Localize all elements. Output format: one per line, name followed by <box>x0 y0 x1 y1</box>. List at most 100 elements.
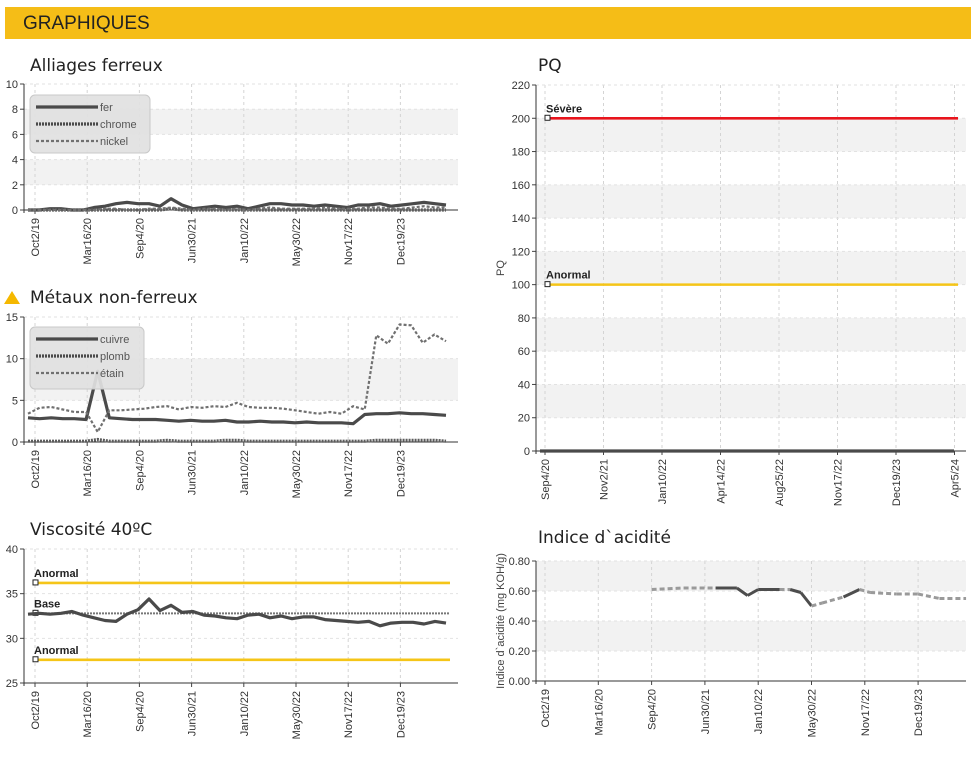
y-tick-label: 0 <box>12 205 18 217</box>
x-tick-label: Sep4/20 <box>134 450 146 491</box>
reference-label: Base <box>34 598 60 610</box>
series-segment <box>746 588 759 597</box>
grid-band <box>536 184 966 219</box>
x-tick-label: Oct2/19 <box>30 691 42 730</box>
y-tick-label: 200 <box>512 113 530 125</box>
legend-label: chrome <box>100 119 137 131</box>
legend-label: fer <box>100 102 113 114</box>
series-line <box>28 437 447 443</box>
y-tick-label: 140 <box>512 213 530 225</box>
y-tick-label: 0.20 <box>509 646 530 658</box>
x-tick-label: Mar16/20 <box>82 691 94 737</box>
x-tick-label: Jun30/21 <box>700 689 712 734</box>
grid-band <box>536 384 966 418</box>
y-tick-label: 120 <box>512 246 530 258</box>
y-tick-label: 6 <box>12 129 18 141</box>
y-tick-label: 25 <box>6 678 18 690</box>
y-tick-label: 30 <box>6 633 18 645</box>
grid-band <box>536 317 966 352</box>
x-tick-label: Dec19/23 <box>891 459 903 506</box>
x-tick-label: Jun30/21 <box>187 450 199 495</box>
grid-band <box>536 118 966 152</box>
y-axis-label: PQ <box>495 260 507 276</box>
reference-label: Anormal <box>34 568 79 580</box>
x-tick-label: Jan10/22 <box>657 459 669 504</box>
x-tick-label: Nov17/22 <box>833 459 845 506</box>
section-banner: GRAPHIQUES <box>5 7 971 39</box>
y-tick-label: 80 <box>518 313 530 325</box>
x-tick-label: Jan10/22 <box>239 218 251 263</box>
series-segment <box>842 588 861 599</box>
reference-marker <box>32 656 39 663</box>
x-tick-label: Sep4/20 <box>134 218 146 259</box>
y-tick-label: 0.80 <box>509 556 530 568</box>
x-tick-label: May30/22 <box>807 689 819 737</box>
x-tick-label: Jun30/21 <box>187 218 199 263</box>
reference-marker <box>544 114 551 121</box>
reference-label: Anormal <box>546 270 591 282</box>
x-tick-label: Sep4/20 <box>647 689 659 730</box>
x-tick-label: May30/22 <box>291 450 303 498</box>
x-tick-label: Sep4/20 <box>540 459 552 500</box>
y-tick-label: 40 <box>518 379 530 391</box>
y-tick-label: 0.00 <box>509 676 530 688</box>
chart-title-acid: Indice d`acidité <box>538 528 671 548</box>
y-tick-label: 160 <box>512 180 530 192</box>
reference-marker <box>544 281 551 288</box>
y-tick-label: 220 <box>512 80 530 92</box>
x-tick-label: Nov17/22 <box>860 689 872 736</box>
y-tick-label: 10 <box>6 79 18 91</box>
y-axis-label: Indice d`acidité (mg KOH/g) <box>495 553 507 689</box>
series-line <box>28 207 446 212</box>
x-tick-label: Nov17/22 <box>343 691 355 738</box>
series-segment <box>789 588 802 594</box>
series-segment <box>651 586 684 591</box>
y-tick-label: 15 <box>6 312 18 324</box>
chart-nonferrous: 0 5 10 15 Oct2/19 Mar16/20 Sep4/20 Jun30/21 Jan1… <box>6 312 458 498</box>
x-tick-label: Sep4/20 <box>134 691 146 732</box>
x-tick-label: Apr5/24 <box>950 459 962 498</box>
chart-viscosity: 25 30 35 40 Oct2/19 Mar16/20 Sep4/20 Jun30/21 Ja… <box>6 544 458 739</box>
y-tick-label: 35 <box>6 589 18 601</box>
series-segment <box>870 591 897 596</box>
x-tick-label: Dec19/23 <box>913 689 925 736</box>
y-tick-label: 5 <box>12 395 18 407</box>
series-segment <box>821 595 844 605</box>
series-segment <box>917 592 940 600</box>
x-tick-label: Oct2/19 <box>540 689 552 728</box>
y-tick-label: 100 <box>512 280 530 292</box>
chart-pq: 0 20 40 60 80 100 120 140 160 180 200 220 Sep4/20 Nov… <box>495 80 966 506</box>
x-tick-label: Mar16/20 <box>82 450 94 496</box>
x-tick-label: Oct2/19 <box>30 450 42 489</box>
legend-label: nickel <box>100 136 128 148</box>
x-tick-label: Jan10/22 <box>753 689 765 734</box>
y-tick-label: 0.60 <box>509 586 530 598</box>
reference-label: Sévère <box>546 103 582 115</box>
x-tick-label: Oct2/19 <box>30 218 42 257</box>
legend-label: cuivre <box>100 334 129 346</box>
chart-title-pq: PQ <box>538 56 562 76</box>
chart-acid: 0.00 0.20 0.40 0.60 0.80 Oct2/19 Mar16/20 Sep4/… <box>495 553 967 737</box>
series-line <box>27 597 447 628</box>
series-segment <box>859 588 871 594</box>
legend-label: étain <box>100 368 124 380</box>
x-tick-label: Dec19/23 <box>395 450 407 497</box>
x-tick-label: May30/22 <box>291 218 303 266</box>
x-tick-label: Aug25/22 <box>774 459 786 506</box>
series-line <box>27 323 447 434</box>
reference-label: Anormal <box>34 645 79 657</box>
y-tick-label: 0 <box>524 446 530 458</box>
grid-band <box>536 561 966 591</box>
legend-label: plomb <box>100 351 130 363</box>
series-segment <box>811 601 823 608</box>
x-tick-label: Mar16/20 <box>82 218 94 264</box>
warning-triangle-icon <box>4 291 20 304</box>
chart-title-ferrous: Alliages ferreux <box>30 56 163 76</box>
section-title: GRAPHIQUES <box>23 13 150 34</box>
y-tick-label: 60 <box>518 346 530 358</box>
chart-title-nonferrous: Métaux non-ferreux <box>30 288 198 308</box>
x-tick-label: Jan10/22 <box>239 450 251 495</box>
y-tick-label: 180 <box>512 147 530 159</box>
x-tick-label: Nov2/21 <box>599 459 611 500</box>
